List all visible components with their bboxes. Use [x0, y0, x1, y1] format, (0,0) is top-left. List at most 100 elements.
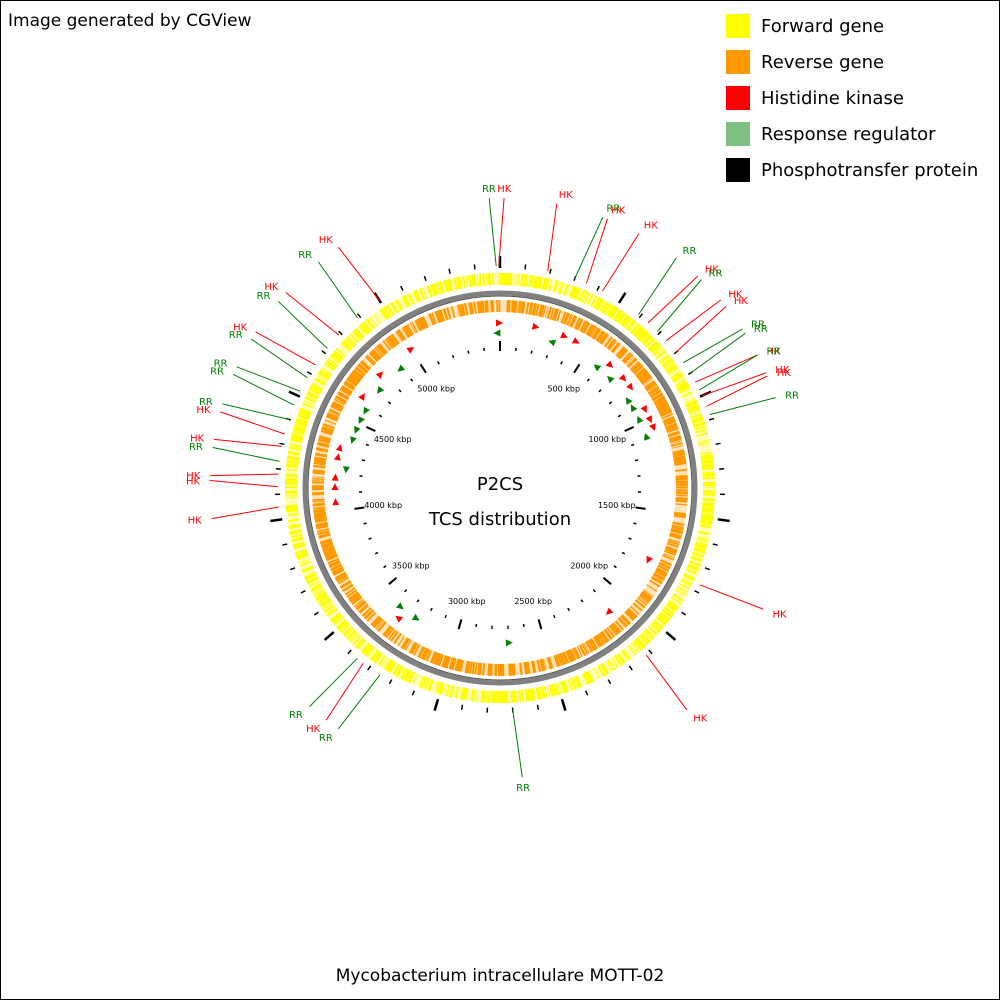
gene-mark	[460, 687, 464, 700]
outer-minor-tick	[367, 665, 372, 671]
callout-line	[222, 403, 290, 420]
gene-mark	[460, 660, 464, 673]
gene-mark	[632, 602, 643, 612]
gene-mark	[596, 634, 605, 645]
rr-callout-label: RR	[214, 359, 228, 370]
gene-mark	[648, 341, 659, 351]
legend-swatch-forward-gene	[726, 14, 750, 38]
gene-mark	[670, 440, 683, 445]
rr-callout-label: RR	[210, 366, 224, 377]
gene-mark	[404, 639, 412, 651]
gene-mark	[385, 659, 395, 672]
gene-mark	[330, 354, 342, 363]
gene-mark	[296, 552, 309, 559]
gene-mark	[361, 607, 372, 616]
gene-mark	[359, 604, 370, 614]
gene-mark	[567, 314, 574, 326]
gene-mark	[404, 295, 411, 307]
gene-mark	[316, 593, 328, 602]
outer-minor-tick	[388, 679, 393, 685]
gene-mark	[321, 426, 334, 432]
gene-mark	[315, 591, 327, 600]
gene-mark	[657, 565, 669, 573]
gene-mark	[552, 280, 558, 293]
gene-mark	[671, 445, 684, 449]
gene-mark	[627, 645, 636, 656]
histidine-kinase-marker	[605, 360, 614, 368]
gene-mark	[510, 690, 513, 703]
gene-mark	[373, 617, 383, 629]
gene-mark	[599, 664, 606, 676]
gene-mark	[300, 407, 312, 414]
gene-mark	[289, 529, 302, 534]
gene-mark	[340, 386, 352, 395]
gene-mark	[600, 630, 610, 643]
gene-mark	[650, 389, 661, 397]
gene-mark	[630, 642, 640, 653]
gene-mark	[640, 633, 651, 643]
gene-mark	[294, 422, 307, 428]
gene-mark	[697, 536, 709, 540]
ruler-major-tick	[419, 363, 427, 374]
gene-mark	[511, 690, 514, 703]
gene-mark	[538, 304, 543, 317]
callout-line	[574, 216, 604, 280]
gene-mark	[667, 601, 679, 610]
gene-mark	[702, 502, 715, 506]
gene-mark	[490, 300, 493, 313]
gene-mark	[663, 417, 675, 424]
gene-mark	[532, 688, 536, 701]
gene-mark	[286, 509, 299, 512]
gene-mark	[702, 476, 715, 480]
gene-mark	[374, 652, 383, 664]
gene-mark	[516, 273, 519, 286]
gene-mark	[570, 677, 576, 690]
rr-callout-label: RR	[199, 397, 213, 408]
gene-mark	[312, 469, 325, 472]
gene-mark	[483, 663, 486, 676]
gene-mark	[630, 362, 641, 371]
gene-mark	[306, 392, 318, 401]
gene-mark	[665, 364, 677, 373]
gene-mark	[445, 656, 451, 669]
gene-mark	[613, 310, 623, 322]
gene-mark	[585, 640, 593, 653]
callout-line	[706, 375, 768, 407]
gene-mark	[653, 396, 666, 405]
gene-mark	[382, 340, 391, 351]
gene-mark	[537, 276, 542, 289]
outer-major-tick	[433, 698, 440, 711]
gene-mark	[321, 542, 334, 549]
gene-mark	[641, 375, 652, 385]
gene-mark	[652, 393, 664, 402]
gene-mark	[365, 355, 375, 366]
gene-mark	[329, 561, 341, 569]
gene-mark	[418, 288, 426, 301]
gene-mark	[554, 683, 560, 696]
gene-mark	[531, 660, 535, 674]
gene-mark	[571, 677, 577, 690]
gene-mark	[445, 684, 450, 697]
outer-minor-tick	[400, 285, 404, 291]
gene-mark	[657, 403, 669, 410]
gene-mark	[694, 425, 706, 430]
gene-mark	[465, 660, 470, 674]
gene-mark	[285, 496, 298, 499]
gene-mark	[313, 589, 325, 596]
gene-mark	[660, 559, 672, 566]
gene-mark	[319, 598, 331, 607]
gene-mark	[290, 438, 303, 443]
hk-callout-label: HK	[190, 434, 205, 445]
gene-mark	[583, 642, 590, 654]
gene-mark	[349, 373, 361, 383]
gene-mark	[511, 300, 515, 313]
gene-mark	[512, 690, 515, 703]
gene-mark	[315, 591, 326, 599]
gene-mark	[374, 347, 384, 357]
gene-mark	[431, 312, 437, 325]
feature-callouts: RR HKHKRRHKHKRRHKRRHKHKRRRRHKRRHKHKRRHKHK…	[186, 184, 799, 794]
gene-mark	[698, 442, 711, 447]
gene-mark	[681, 578, 693, 585]
gene-mark	[314, 519, 327, 523]
gene-mark	[536, 659, 542, 672]
